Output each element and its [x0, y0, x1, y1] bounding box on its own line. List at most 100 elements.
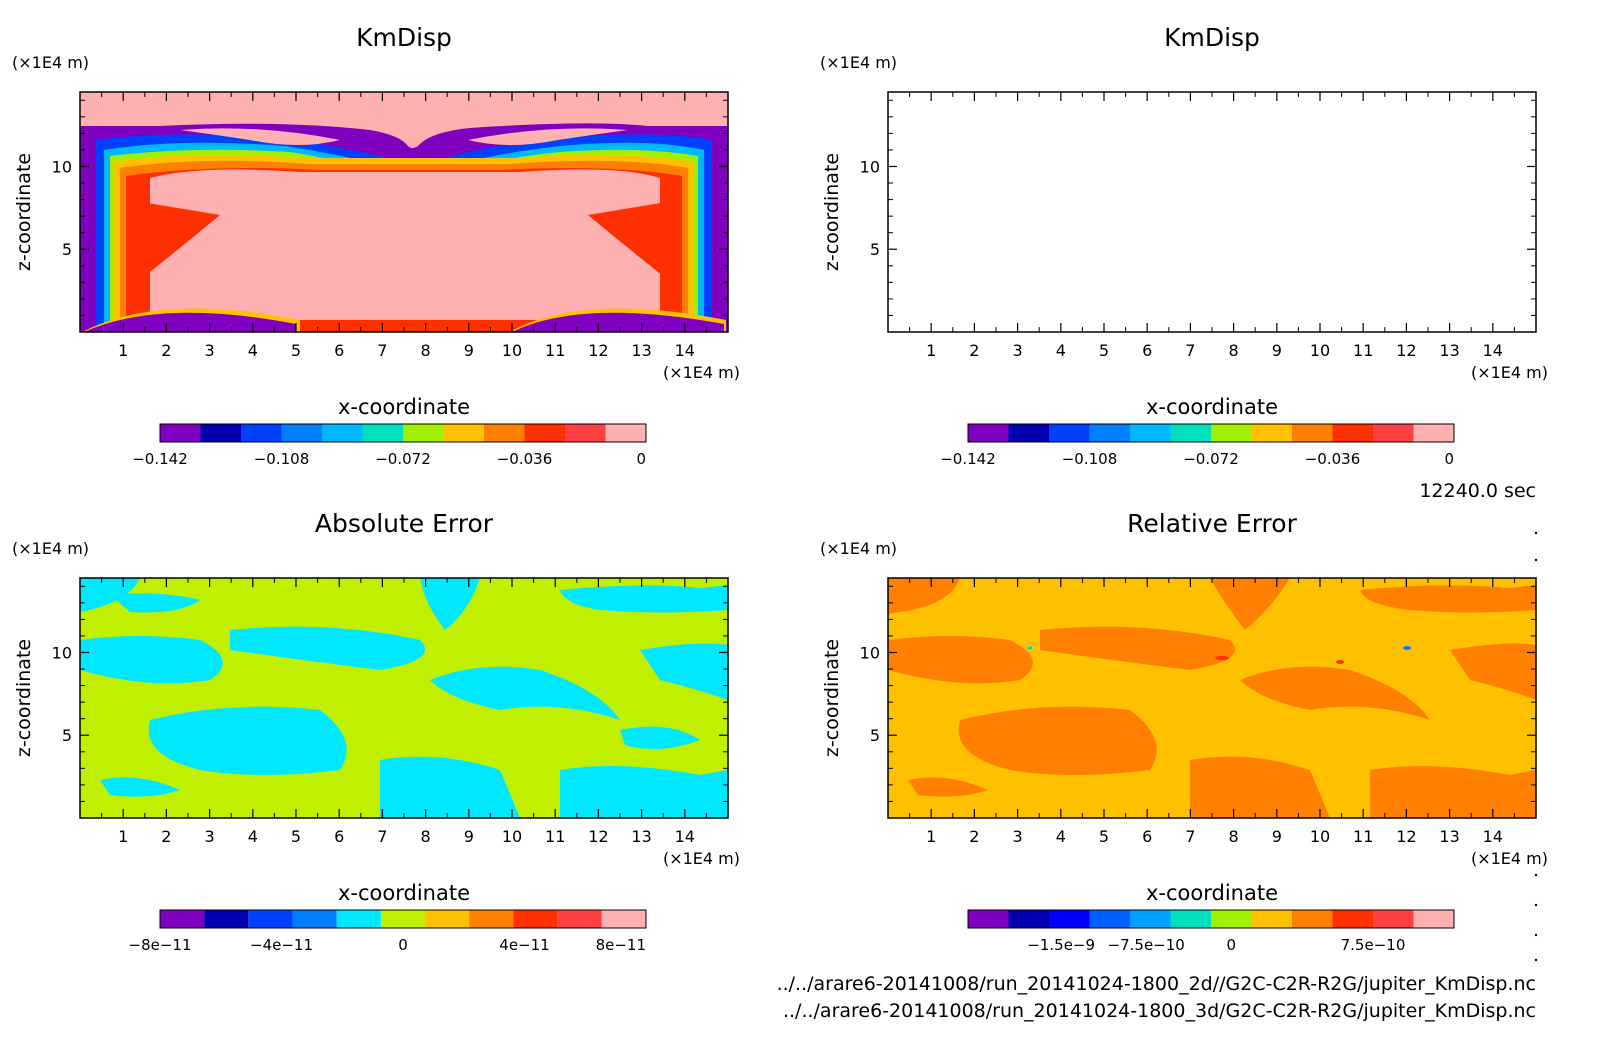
colorbar-swatch	[362, 424, 403, 442]
colorbar-label: −0.072	[375, 450, 431, 468]
y-tick-label: 5	[62, 726, 72, 745]
x-axis-label: x-coordinate	[1146, 395, 1278, 419]
colorbar-swatch	[1332, 424, 1373, 442]
margin-dot	[1534, 873, 1538, 877]
x-tick-label: 2	[161, 341, 171, 360]
y-unit-label: (×1E4 m)	[820, 53, 897, 72]
x-tick-label: 11	[545, 341, 565, 360]
x-tick-label: 1	[926, 827, 936, 846]
y-tick-label: 10	[52, 157, 72, 176]
colorbar-label: −0.036	[1305, 450, 1361, 468]
y-unit-label: (×1E4 m)	[12, 53, 89, 72]
field-kmdisp-right	[888, 92, 1536, 332]
colorbar-label: −0.142	[940, 450, 996, 468]
chart-title: KmDisp	[356, 23, 452, 52]
x-tick-label: 13	[1439, 827, 1459, 846]
colorbar-swatch	[1170, 424, 1211, 442]
x-tick-label: 11	[1353, 341, 1373, 360]
x-tick-label: 3	[1013, 827, 1023, 846]
x-tick-label: 13	[631, 827, 651, 846]
colorbar-swatch	[403, 424, 444, 442]
x-tick-label: 7	[1185, 341, 1195, 360]
x-tick-label: 8	[421, 341, 431, 360]
colorbar-swatch	[1049, 424, 1090, 442]
colorbar-frame	[967, 423, 1455, 443]
y-axis-label: z-coordinate	[13, 153, 35, 271]
chart-title: Absolute Error	[315, 509, 494, 538]
x-tick-label: 4	[1056, 827, 1066, 846]
colorbar-swatch	[565, 424, 606, 442]
chart-panel-2: KmDisp (×1E4 m) z-coordinate (×1E4 m) x-coor…	[820, 23, 1548, 468]
x-tick-label: 3	[1013, 341, 1023, 360]
x-tick-label: 6	[334, 341, 344, 360]
x-tick-label: 9	[464, 827, 474, 846]
y-axis-label: z-coordinate	[821, 153, 843, 271]
chart-panel-3: Absolute Error (×1E4 m) z-coordinate (×1E4 …	[12, 509, 740, 954]
colorbar-swatch	[1251, 424, 1292, 442]
colorbar-label: 0	[398, 936, 408, 954]
colorbar-swatch	[1373, 424, 1414, 442]
x-tick-label: 14	[1483, 341, 1503, 360]
colorbar-label: −0.072	[1183, 450, 1239, 468]
colorbar-swatch	[425, 910, 470, 928]
x-tick-label: 6	[334, 827, 344, 846]
colorbar-label: −8e−11	[129, 936, 192, 954]
colorbar-swatch	[1373, 910, 1414, 928]
x-axis-label: x-coordinate	[1146, 881, 1278, 905]
colorbar-swatch	[380, 910, 426, 928]
colorbar-label: −0.142	[132, 450, 188, 468]
time-label: 12240.0 sec	[1419, 480, 1536, 502]
colorbar-label: −0.108	[1062, 450, 1118, 468]
chart-title: KmDisp	[1164, 23, 1260, 52]
footer-file-2: ../../arare6-20141008/run_20141024-1800_…	[783, 1000, 1536, 1022]
colorbar-swatch	[1332, 910, 1373, 928]
colorbar-swatch	[1008, 910, 1049, 928]
colorbar-label: −1.5e−9	[1027, 936, 1095, 954]
x-tick-label: 12	[588, 341, 608, 360]
margin-dot	[1534, 903, 1538, 907]
x-tick-label: 12	[1396, 827, 1416, 846]
x-axis-label: x-coordinate	[338, 395, 470, 419]
colorbar-swatch	[513, 910, 558, 928]
colorbar-swatch	[443, 424, 484, 442]
colorbar-swatch	[1170, 910, 1211, 928]
chart-panel-1: KmDisp (×1E4 m) z-coordinate (×1E4 m) x-coor…	[12, 23, 740, 468]
x-tick-label: 9	[464, 341, 474, 360]
colorbar-frame	[967, 909, 1455, 929]
chart-panel-4: Relative Error (×1E4 m) z-coordinate (×1E4 …	[820, 509, 1548, 954]
x-tick-label: 14	[675, 827, 695, 846]
x-tick-label: 5	[291, 827, 301, 846]
x-tick-label: 4	[248, 827, 258, 846]
colorbar-swatch	[1413, 424, 1454, 442]
y-tick-label: 5	[870, 240, 880, 259]
margin-dot	[1534, 933, 1538, 937]
colorbar-swatch	[160, 424, 201, 442]
x-tick-label: 12	[588, 827, 608, 846]
x-tick-label: 9	[1272, 827, 1282, 846]
colorbar-swatch	[1130, 424, 1171, 442]
colorbar-label: −7.5e−10	[1108, 936, 1185, 954]
x-tick-label: 13	[631, 341, 651, 360]
x-tick-label: 6	[1142, 827, 1152, 846]
x-tick-label: 7	[1185, 827, 1195, 846]
x-tick-label: 10	[1310, 827, 1330, 846]
colorbar-swatch	[524, 424, 565, 442]
colorbar-swatch	[1089, 910, 1130, 928]
x-tick-label: 7	[377, 827, 387, 846]
margin-dot	[1534, 958, 1538, 962]
y-unit-label: (×1E4 m)	[820, 539, 897, 558]
x-tick-label: 11	[1353, 827, 1373, 846]
colorbar-swatch	[281, 424, 322, 442]
colorbar-swatch	[469, 910, 514, 928]
margin-dot	[1534, 531, 1538, 535]
colorbar-swatch	[248, 910, 293, 928]
x-tick-label: 11	[545, 827, 565, 846]
colorbar-swatch	[1049, 910, 1090, 928]
x-tick-label: 2	[969, 827, 979, 846]
x-tick-label: 2	[161, 827, 171, 846]
x-tick-label: 4	[248, 341, 258, 360]
x-tick-label: 1	[118, 341, 128, 360]
footer-file-1: ../../arare6-20141008/run_20141024-1800_…	[777, 973, 1536, 995]
x-tick-label: 12	[1396, 341, 1416, 360]
margin-dot	[1534, 558, 1538, 562]
